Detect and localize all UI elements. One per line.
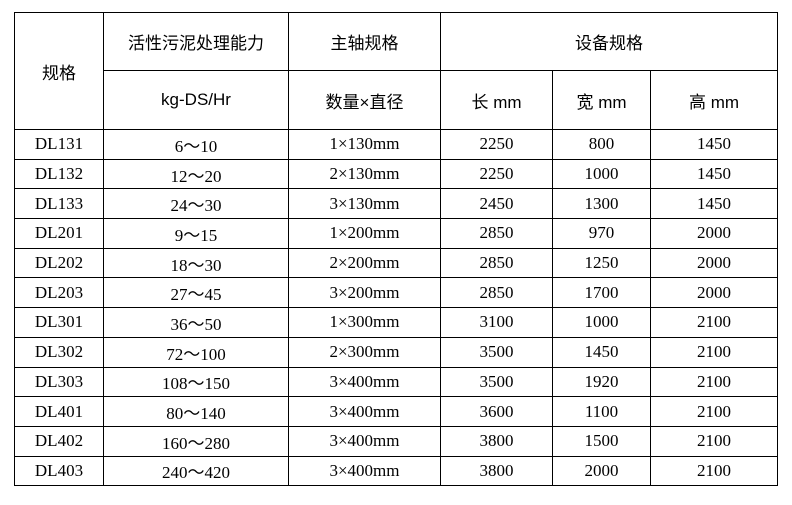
cell-height: 2100	[649, 455, 779, 487]
table-row: DL133 24～30 3×130mm 2450 1300 1450	[14, 188, 779, 220]
table-header: 规格 活性污泥处理能力 主轴规格 设备规格 kg-DS/Hr 数量×直径 长 m…	[14, 12, 779, 130]
cell-width: 1500	[552, 425, 651, 457]
cell-capacity: 108～150	[103, 366, 289, 398]
cell-shaft: 1×130mm	[288, 129, 441, 160]
header-row-1: 规格 活性污泥处理能力 主轴规格 设备规格	[14, 12, 779, 130]
cell-width: 1000	[552, 158, 651, 190]
cell-shaft: 2×300mm	[288, 336, 441, 368]
equipment-spec-table: 规格 活性污泥处理能力 主轴规格 设备规格 kg-DS/Hr 数量×直径 长 m…	[14, 12, 779, 487]
cell-length: 3800	[440, 425, 553, 457]
cell-height: 2100	[649, 366, 779, 398]
cell-length: 3600	[440, 396, 553, 427]
cell-length: 2850	[440, 277, 553, 309]
cell-length: 3500	[440, 366, 553, 398]
cell-model: DL302	[14, 336, 104, 368]
table-row: DL303 108～150 3×400mm 3500 1920 2100	[14, 366, 779, 398]
cell-length: 2250	[440, 129, 553, 160]
cell-length: 2250	[440, 158, 553, 190]
table-row: DL403 240～420 3×400mm 3800 2000 2100	[14, 455, 779, 487]
cell-width: 970	[552, 218, 651, 249]
header-spec: 规格	[14, 12, 104, 130]
table-body: DL131 6～10 1×130mm 2250 800 1450 DL132 1…	[14, 129, 779, 487]
cell-model: DL301	[14, 307, 104, 338]
cell-width: 2000	[552, 455, 651, 487]
table-row: DL402 160～280 3×400mm 3800 1500 2100	[14, 425, 779, 457]
cell-height: 2000	[649, 218, 779, 249]
header-width: 宽 mm	[552, 70, 651, 130]
cell-shaft: 3×400mm	[288, 455, 441, 487]
cell-capacity: 9～15	[103, 218, 289, 249]
cell-capacity: 18～30	[103, 247, 289, 279]
cell-height: 1450	[649, 188, 779, 220]
cell-width: 1450	[552, 336, 651, 368]
cell-width: 800	[552, 129, 651, 160]
table-row: DL131 6～10 1×130mm 2250 800 1450	[14, 129, 779, 160]
cell-capacity: 12～20	[103, 158, 289, 190]
cell-shaft: 3×400mm	[288, 396, 441, 427]
cell-height: 2100	[649, 396, 779, 427]
cell-model: DL402	[14, 425, 104, 457]
cell-model: DL133	[14, 188, 104, 220]
table-row: DL203 27～45 3×200mm 2850 1700 2000	[14, 277, 779, 309]
cell-model: DL403	[14, 455, 104, 487]
table-row: DL302 72～100 2×300mm 3500 1450 2100	[14, 336, 779, 368]
header-equipment-group: 设备规格	[439, 12, 779, 71]
table-row: DL201 9～15 1×200mm 2850 970 2000	[14, 218, 779, 249]
cell-height: 2000	[649, 247, 779, 279]
cell-shaft: 3×130mm	[288, 188, 441, 220]
cell-model: DL202	[14, 247, 104, 279]
cell-capacity: 27～45	[103, 277, 289, 309]
cell-shaft: 3×400mm	[288, 425, 441, 457]
cell-height: 2000	[649, 277, 779, 309]
header-capacity-group: 活性污泥处理能力	[103, 12, 289, 71]
cell-length: 2450	[440, 188, 553, 220]
header-row-2: kg-DS/Hr 数量×直径 长 mm 宽 mm 高 mm	[15, 70, 779, 130]
cell-length: 3100	[440, 307, 553, 338]
cell-capacity: 36～50	[103, 307, 289, 338]
cell-length: 2850	[440, 247, 553, 279]
cell-model: DL303	[14, 366, 104, 398]
cell-shaft: 1×300mm	[288, 307, 441, 338]
table-row: DL401 80～140 3×400mm 3600 1100 2100	[14, 396, 779, 427]
cell-model: DL131	[14, 129, 104, 160]
cell-model: DL203	[14, 277, 104, 309]
cell-capacity: 160～280	[103, 425, 289, 457]
table-row: DL132 12～20 2×130mm 2250 1000 1450	[14, 158, 779, 190]
cell-model: DL201	[14, 218, 104, 249]
cell-length: 2850	[440, 218, 553, 249]
header-length: 长 mm	[440, 70, 553, 130]
cell-shaft: 2×200mm	[288, 247, 441, 279]
cell-width: 1100	[552, 396, 651, 427]
cell-capacity: 240～420	[103, 455, 289, 487]
cell-length: 3800	[440, 455, 553, 487]
header-shaft-sub: 数量×直径	[288, 70, 441, 130]
header-capacity-unit: kg-DS/Hr	[103, 70, 289, 130]
cell-shaft: 3×400mm	[288, 366, 441, 398]
cell-shaft: 3×200mm	[288, 277, 441, 309]
cell-width: 1300	[552, 188, 651, 220]
cell-shaft: 2×130mm	[288, 158, 441, 190]
cell-height: 1450	[649, 158, 779, 190]
cell-width: 1000	[552, 307, 651, 338]
cell-height: 2100	[649, 425, 779, 457]
cell-shaft: 1×200mm	[288, 218, 441, 249]
table-row: DL202 18～30 2×200mm 2850 1250 2000	[14, 247, 779, 279]
header-shaft-group: 主轴规格	[288, 12, 441, 71]
header-height: 高 mm	[649, 70, 779, 130]
cell-capacity: 72～100	[103, 336, 289, 368]
cell-capacity: 6～10	[103, 129, 289, 160]
cell-capacity: 80～140	[103, 396, 289, 427]
cell-width: 1920	[552, 366, 651, 398]
cell-height: 1450	[649, 129, 779, 160]
cell-length: 3500	[440, 336, 553, 368]
cell-width: 1700	[552, 277, 651, 309]
cell-model: DL401	[14, 396, 104, 427]
cell-capacity: 24～30	[103, 188, 289, 220]
cell-model: DL132	[14, 158, 104, 190]
cell-height: 2100	[649, 336, 779, 368]
cell-width: 1250	[552, 247, 651, 279]
table-row: DL301 36～50 1×300mm 3100 1000 2100	[14, 307, 779, 338]
cell-height: 2100	[649, 307, 779, 338]
